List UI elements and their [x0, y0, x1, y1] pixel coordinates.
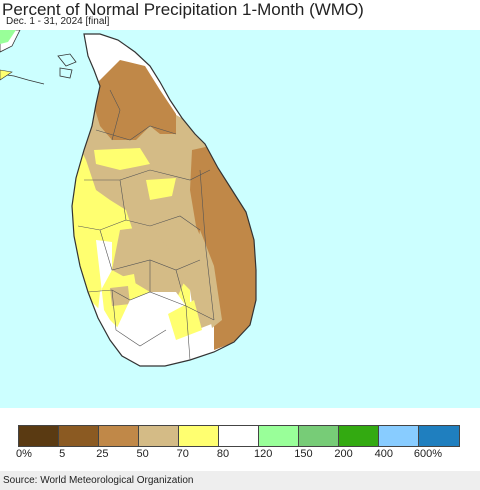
legend-label: 600%: [413, 448, 443, 460]
footer-bar: [0, 471, 480, 490]
region-yellow-patch-1: [94, 148, 150, 170]
legend-label: 0%: [16, 448, 32, 460]
legend-swatch: [59, 426, 99, 446]
legend-swatch: [299, 426, 339, 446]
region-tan-patch-4: [110, 286, 130, 306]
green-patch: [0, 30, 16, 44]
legend-label: 50: [136, 448, 149, 460]
legend-swatch: [379, 426, 419, 446]
region-yellow-patch-2: [146, 178, 176, 200]
district-boundaries: [77, 89, 215, 361]
precipitation-map: [0, 30, 480, 408]
page-title: Percent of Normal Precipitation 1-Month …: [2, 0, 364, 19]
legend-swatch: [339, 426, 379, 446]
source-credit: Source: World Meteorological Organizatio…: [3, 475, 194, 486]
legend-swatch: [139, 426, 179, 446]
region-east-tan-strip: [196, 230, 222, 328]
island-outline: [71, 33, 257, 367]
legend-label: 200: [334, 448, 353, 460]
region-east-brown: [190, 146, 256, 350]
india-shore-fill: [0, 69, 13, 81]
legend-label: 25: [96, 448, 109, 460]
legend-swatch: [179, 426, 219, 446]
legend-swatch: [99, 426, 139, 446]
legend-label: 70: [176, 448, 189, 460]
legend-label: 80: [216, 448, 230, 460]
region-north-brown: [94, 60, 176, 140]
island-small-1: [57, 53, 77, 67]
legend-swatch: [19, 426, 59, 446]
date-range: Dec. 1 - 31, 2024 [final]: [6, 16, 110, 27]
island-fill-group: [72, 34, 256, 366]
legend-label: 400: [374, 448, 393, 460]
legend-label: 150: [294, 448, 313, 460]
legend-labels: 0% 5 25 50 70 80 120 150 200 400 600%: [0, 448, 480, 462]
legend-label: 5: [59, 448, 66, 460]
legend-swatch: [419, 426, 459, 446]
legend-swatch: [259, 426, 299, 446]
region-southwest-white: [96, 240, 186, 346]
island-small-2: [59, 67, 73, 79]
legend-swatch: [219, 426, 259, 446]
legend-label: 120: [254, 448, 273, 460]
legend-colorbar: [18, 425, 460, 447]
region-central-tan: [112, 226, 186, 300]
